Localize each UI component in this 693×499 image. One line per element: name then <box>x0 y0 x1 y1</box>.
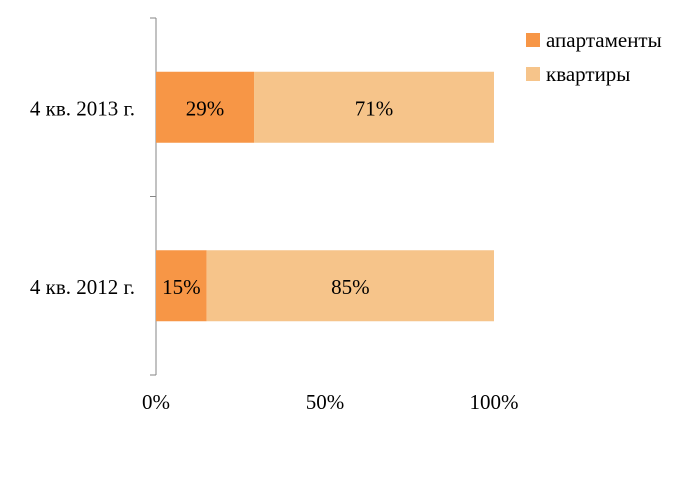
data-label: 85% <box>331 275 370 299</box>
category-label: 4 кв. 2013 г. <box>30 96 135 120</box>
data-labels: 29% 71% 15% 85% <box>162 96 393 299</box>
legend-label: квартиры <box>546 62 630 86</box>
x-tick-label: 100% <box>470 390 519 414</box>
x-tick-label: 0% <box>142 390 170 414</box>
data-label: 29% <box>186 96 225 120</box>
bar-segment <box>206 250 494 322</box>
legend-swatch <box>526 67 540 81</box>
x-tick-label: 50% <box>306 390 345 414</box>
bar-segment <box>156 250 207 322</box>
data-label: 15% <box>162 275 201 299</box>
axes: 0% 50% 100% 4 кв. 2013 г. 4 кв. 2012 г. <box>30 17 519 414</box>
bars <box>156 71 494 322</box>
category-label: 4 кв. 2012 г. <box>30 275 135 299</box>
legend-swatch <box>526 33 540 47</box>
legend-label: апартаменты <box>546 28 662 52</box>
bar-segment <box>156 71 255 143</box>
legend: апартаменты квартиры <box>526 28 662 86</box>
data-label: 71% <box>355 96 394 120</box>
bar-segment <box>254 71 494 143</box>
